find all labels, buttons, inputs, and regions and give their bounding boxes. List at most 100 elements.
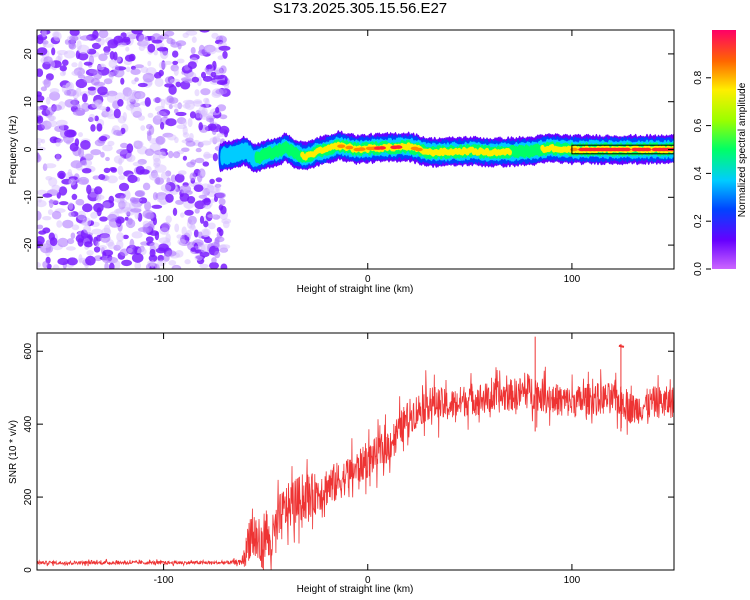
noise-blob: [107, 140, 115, 147]
noise-blob: [124, 189, 131, 200]
noise-blob: [168, 97, 179, 104]
noise-blob: [108, 71, 115, 78]
noise-blob: [109, 51, 115, 60]
noise-blob: [176, 58, 185, 64]
noise-blob: [175, 81, 182, 88]
noise-blob: [147, 43, 156, 53]
noise-blob: [174, 173, 185, 183]
noise-blob: [209, 178, 215, 184]
noise-blob: [49, 91, 61, 101]
noise-blob: [122, 234, 129, 240]
noise-blob: [172, 207, 178, 216]
noise-blob: [75, 234, 85, 243]
noise-blob: [122, 36, 131, 43]
noise-blob: [160, 171, 168, 180]
colorbar-tick-label: 0.2: [693, 214, 704, 228]
noise-blob: [81, 168, 92, 174]
noise-blob: [193, 184, 204, 192]
noise-blob: [138, 34, 149, 45]
noise-blob: [137, 227, 149, 233]
noise-blob: [57, 237, 69, 248]
noise-blob: [37, 224, 44, 230]
noise-blob: [37, 138, 43, 144]
noise-blob: [146, 212, 154, 220]
noise-blob: [49, 88, 60, 94]
noise-blob: [72, 109, 85, 116]
spectrogram-data: [37, 30, 674, 269]
noise-blob: [83, 225, 92, 234]
noise-blob: [105, 156, 110, 162]
noise-blob: [93, 71, 103, 80]
noise-blob: [91, 42, 101, 50]
noise-blob: [170, 174, 177, 183]
noise-blob: [177, 238, 187, 246]
noise-blob: [148, 125, 155, 135]
noise-blob: [172, 151, 181, 159]
noise-blob: [107, 39, 119, 49]
noise-blob: [37, 146, 46, 151]
noise-blob: [206, 64, 213, 70]
noise-blob: [200, 244, 206, 253]
noise-blob: [117, 165, 124, 176]
noise-blob: [125, 104, 135, 111]
noise-blob: [120, 77, 125, 85]
ridge-peak: [570, 147, 578, 152]
noise-blob: [159, 151, 167, 159]
noise-blob: [175, 111, 187, 117]
noise-blob: [219, 125, 230, 135]
noise-blob: [174, 136, 179, 144]
noise-blob: [219, 114, 228, 120]
spectrogram-x-label: Height of straight line (km): [297, 284, 414, 295]
noise-blob: [197, 49, 208, 56]
noise-blob: [107, 241, 115, 250]
noise-blob: [98, 53, 108, 62]
noise-blob: [168, 260, 177, 266]
noise-blob: [37, 68, 44, 77]
noise-blob: [82, 203, 93, 213]
noise-blob: [41, 30, 47, 38]
noise-blob: [187, 117, 193, 128]
noise-blob: [182, 103, 191, 109]
noise-blob: [118, 175, 126, 180]
noise-blob: [191, 76, 200, 83]
noise-blob: [203, 237, 213, 244]
noise-blob: [126, 152, 133, 162]
noise-blob: [91, 228, 103, 235]
noise-blob: [93, 202, 104, 213]
noise-blob: [198, 106, 206, 115]
noise-blob: [187, 215, 197, 225]
noise-blob: [98, 30, 109, 39]
noise-blob: [138, 115, 145, 121]
noise-blob: [198, 122, 203, 131]
noise-blob: [172, 60, 179, 65]
noise-blob: [71, 62, 78, 68]
noise-blob: [212, 135, 221, 143]
noise-blob: [223, 84, 230, 89]
noise-blob: [213, 75, 225, 80]
noise-blob: [56, 138, 63, 144]
noise-blob: [173, 265, 179, 269]
noise-blob: [59, 65, 67, 72]
noise-blob: [57, 257, 69, 266]
noise-blob: [65, 246, 76, 251]
noise-blob: [126, 247, 133, 254]
noise-blob: [203, 97, 209, 104]
snr-y-tick-label: 400: [23, 415, 34, 432]
noise-blob: [77, 210, 86, 221]
noise-blob: [78, 132, 83, 138]
noise-blob: [207, 222, 216, 230]
noise-blob: [116, 239, 124, 250]
noise-blob: [113, 155, 125, 164]
noise-blob: [218, 244, 228, 253]
spectrogram-y-tick-label: 20: [23, 48, 34, 60]
noise-blob: [182, 99, 195, 105]
noise-blob: [102, 201, 111, 209]
noise-blob: [56, 220, 63, 228]
noise-blob: [43, 43, 55, 48]
noise-blob: [187, 61, 197, 69]
noise-blob: [43, 78, 51, 88]
noise-blob: [210, 71, 217, 78]
noise-blob: [97, 64, 105, 71]
noise-blob: [66, 257, 78, 266]
noise-blob: [131, 231, 143, 239]
